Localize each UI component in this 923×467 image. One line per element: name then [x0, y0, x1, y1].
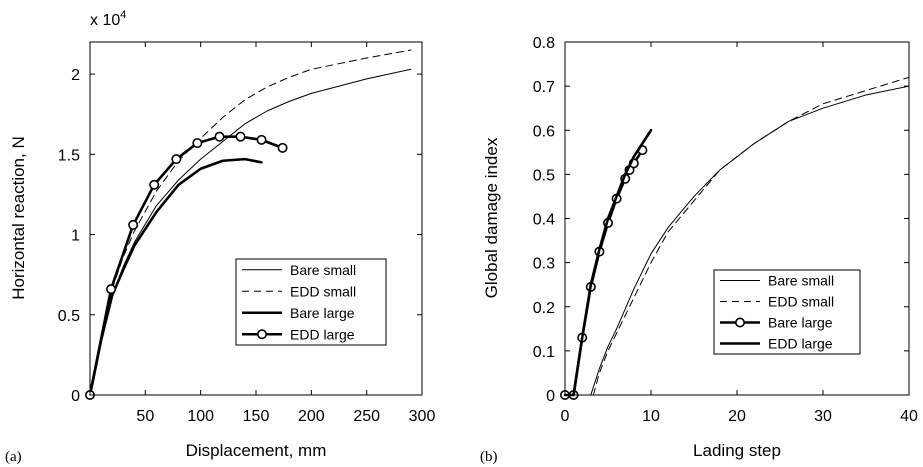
legend-marker	[256, 329, 267, 340]
plot-area-b	[559, 76, 910, 400]
series-line-edd-large	[563, 128, 653, 397]
y-tick-label: 1.5	[58, 147, 80, 164]
x-tick-label: 50	[136, 408, 154, 425]
x-tick-labels-b: 0 10 20 30 40	[561, 42, 918, 425]
x-tick-label: 30	[814, 408, 832, 425]
y-tick-label: 2	[71, 67, 80, 84]
series-line-bare-large	[88, 157, 263, 397]
scale-factor-a: x 104	[90, 9, 126, 29]
y-tick-label: 0.1	[533, 344, 555, 361]
panel-a: 50 100 150 200 250 300 0 0.5 1 1.5 2 x 104 Displa…	[5, 9, 435, 465]
data-point	[171, 154, 182, 165]
legend-label: Bare large	[290, 305, 355, 321]
series-line-edd-large	[88, 135, 284, 397]
panel-tag-b: (b)	[480, 449, 498, 465]
data-point	[106, 284, 117, 295]
data-point	[192, 138, 203, 149]
y-tick-label: 0.2	[533, 300, 555, 317]
y-tick-label: 0.8	[533, 35, 555, 52]
series-line-edd-small	[592, 76, 910, 396]
x-tick-label: 300	[409, 408, 436, 425]
y-tick-label: 0	[71, 388, 80, 405]
data-point	[214, 131, 225, 142]
legend-label: EDD large	[290, 326, 355, 342]
plot-area-a	[85, 49, 412, 400]
data-point	[149, 179, 160, 190]
y-tick-label: 0.6	[533, 123, 555, 140]
y-axis-title-b: Global damage index	[482, 137, 501, 298]
x-tick-label: 250	[353, 408, 380, 425]
x-tick-labels-a: 50 100 150 200 250 300	[136, 42, 435, 425]
legend-b: Bare small EDD small Bare large EDD large	[713, 269, 861, 355]
y-tick-label: 0.7	[533, 79, 555, 96]
x-tick-label: 100	[187, 408, 214, 425]
y-tick-label: 0.3	[533, 256, 555, 273]
y-tick-label: 0.5	[533, 167, 555, 184]
x-tick-label: 150	[243, 408, 270, 425]
panel-b: 0 10 20 30 40 0 0.1 0.2 0.3 0.4 0.5 0.6 0.7 0.8 Ladi…	[480, 35, 918, 465]
data-point	[256, 134, 267, 145]
panel-tag-a: (a)	[5, 449, 22, 465]
legend-a: Bare small EDD small Bare large EDD large	[235, 258, 387, 346]
legend-label: EDD small	[768, 294, 834, 310]
y-tick-label: 0	[546, 388, 555, 405]
x-tick-label: 10	[642, 408, 660, 425]
x-tick-label: 40	[900, 408, 918, 425]
legend-box	[713, 269, 861, 355]
series-line-bare-small	[89, 68, 412, 396]
x-axis-title-a: Displacement, mm	[186, 441, 327, 460]
x-tick-label: 20	[728, 408, 746, 425]
x-tick-label: 200	[298, 408, 325, 425]
x-tick-label: 0	[561, 408, 570, 425]
legend-label: EDD small	[290, 283, 356, 299]
legend-label: EDD large	[768, 336, 833, 352]
y-tick-label: 0.4	[533, 212, 555, 229]
legend-label: Bare small	[290, 262, 356, 278]
y-tick-label: 1	[71, 228, 80, 245]
data-point	[277, 142, 288, 153]
series-line-bare-small	[590, 85, 910, 396]
data-point	[128, 219, 139, 230]
y-tick-labels-b: 0 0.1 0.2 0.3 0.4 0.5 0.6 0.7 0.8	[533, 35, 909, 405]
data-point	[235, 131, 246, 142]
y-axis-title-a: Horizontal reaction, N	[9, 136, 28, 299]
y-tick-labels-a: 0 0.5 1 1.5 2	[58, 67, 422, 405]
y-tick-label: 0.5	[58, 308, 80, 325]
legend-marker	[734, 317, 745, 328]
legend-label: Bare small	[768, 273, 834, 289]
legend-label: Bare large	[768, 315, 833, 331]
x-axis-title-b: Lading step	[693, 441, 781, 460]
